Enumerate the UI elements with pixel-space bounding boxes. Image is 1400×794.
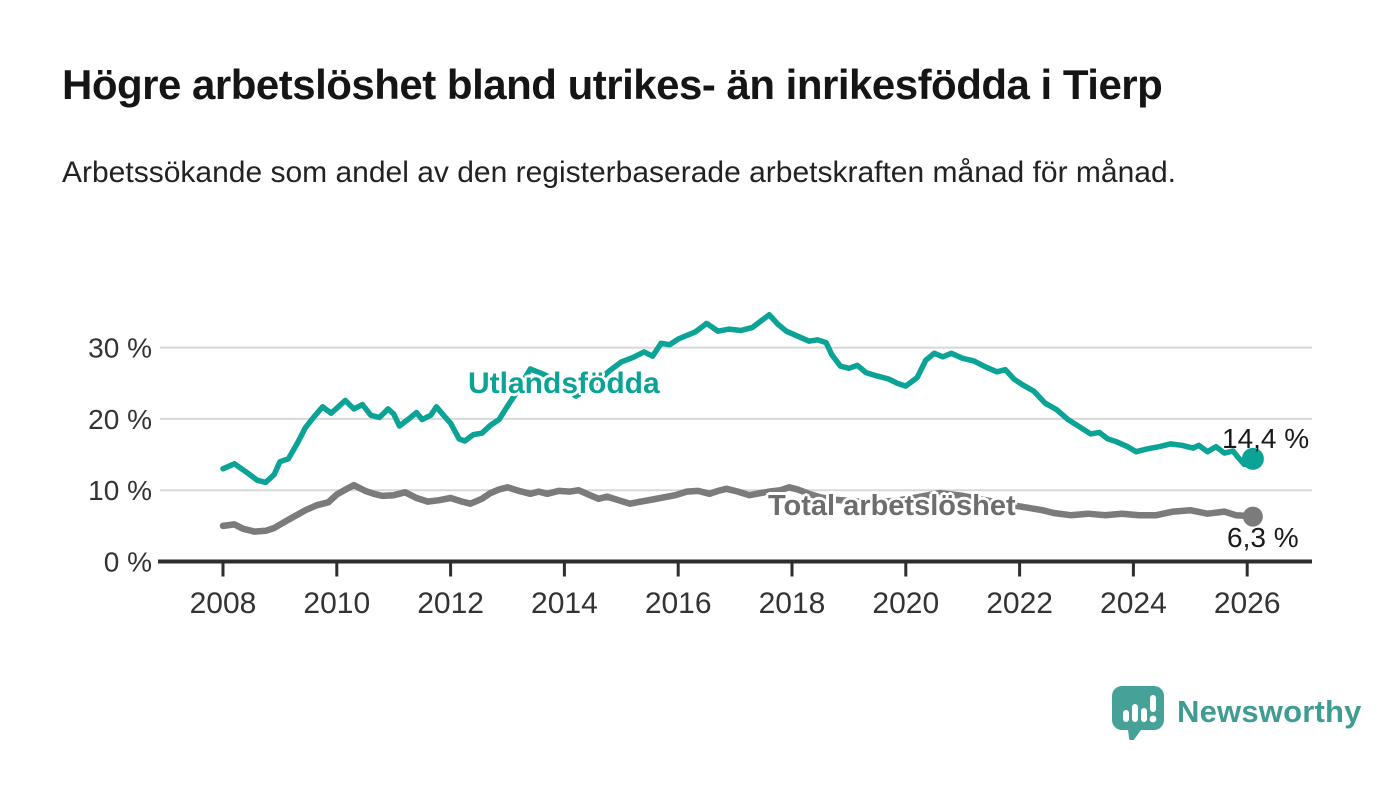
series-end-dot-total bbox=[1242, 506, 1263, 527]
page-title: Högre arbetslöshet bland utrikes- än inr… bbox=[62, 61, 1163, 108]
y-tick-label: 20 % bbox=[88, 404, 152, 435]
x-tick-label: 2026 bbox=[1214, 587, 1281, 620]
series-line-total bbox=[219, 481, 1257, 535]
series-label-total-arbetsloshet: Total arbetslöshet bbox=[768, 490, 1016, 522]
x-tick-label: 2012 bbox=[417, 587, 484, 620]
newsworthy-logo: Newsworthy bbox=[1110, 684, 1362, 740]
x-tick-label: 2010 bbox=[303, 587, 370, 620]
x-tick-label: 2018 bbox=[759, 587, 826, 620]
series-end-dot-utlandsfodda bbox=[1241, 447, 1264, 470]
y-tick-label: 30 % bbox=[88, 333, 152, 364]
bar-chart-speech-bubble-icon bbox=[1112, 686, 1164, 740]
x-tick-label: 2020 bbox=[872, 587, 939, 620]
x-tick-label: 2024 bbox=[1100, 587, 1167, 620]
x-tick-label: 2016 bbox=[645, 587, 712, 620]
x-tick-label: 2022 bbox=[986, 587, 1053, 620]
x-tick-label: 2008 bbox=[190, 587, 257, 620]
end-value-label-utlandsfodda: 14,4 % bbox=[1222, 423, 1310, 454]
end-value-label-total: 6,3 % bbox=[1227, 522, 1299, 553]
series-line-utlandsfodda bbox=[220, 312, 1256, 486]
page-subtitle: Arbetssökande som andel av den registerb… bbox=[62, 156, 1176, 189]
y-tick-label: 0 % bbox=[104, 547, 152, 578]
newsworthy-logo-text: Newsworthy bbox=[1177, 694, 1362, 729]
y-tick-label: 10 % bbox=[88, 475, 152, 506]
x-tick-label: 2014 bbox=[531, 587, 598, 620]
series-label-utlandsfodda: Utlandsfödda bbox=[468, 367, 660, 400]
